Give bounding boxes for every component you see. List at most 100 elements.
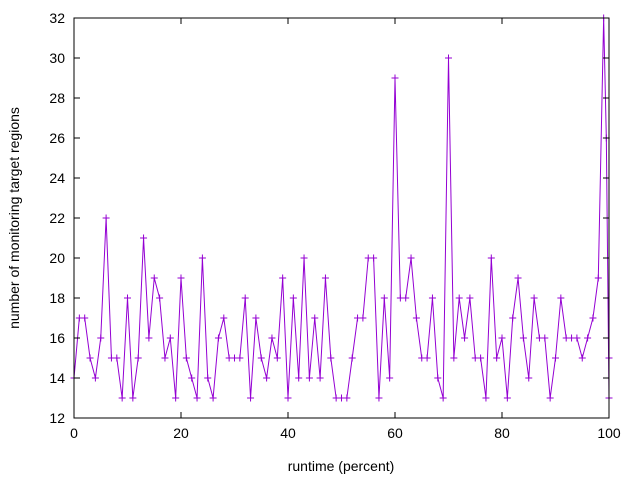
data-point	[509, 314, 517, 322]
y-tick-label: 26	[49, 130, 65, 146]
data-point	[348, 354, 356, 362]
data-point	[375, 394, 383, 402]
data-point	[439, 394, 447, 402]
data-point	[257, 354, 265, 362]
data-point	[370, 254, 378, 262]
data-point	[102, 214, 110, 222]
data-point	[113, 354, 121, 362]
data-point	[493, 354, 501, 362]
y-tick-label: 30	[49, 50, 65, 66]
data-point	[118, 394, 126, 402]
data-point	[530, 294, 538, 302]
data-point	[546, 394, 554, 402]
data-point	[525, 374, 533, 382]
data-point	[129, 394, 137, 402]
data-point	[204, 374, 212, 382]
data-point	[477, 354, 485, 362]
data-point	[209, 394, 217, 402]
data-point	[220, 314, 228, 322]
data-point	[487, 254, 495, 262]
data-point	[198, 254, 206, 262]
data-point	[161, 354, 169, 362]
data-point	[177, 274, 185, 282]
data-point	[140, 234, 148, 242]
data-point	[552, 354, 559, 362]
data-point	[172, 394, 180, 402]
x-tick-label: 0	[70, 425, 78, 441]
data-point	[273, 354, 281, 362]
data-point	[594, 274, 602, 282]
data-point	[455, 294, 463, 302]
data-point	[311, 314, 319, 322]
x-tick-label: 80	[494, 425, 510, 441]
data-point	[445, 54, 452, 62]
data-point	[86, 354, 94, 362]
data-point	[268, 334, 276, 342]
data-point	[97, 334, 105, 342]
data-point	[343, 394, 351, 402]
data-point	[402, 294, 410, 302]
data-point	[514, 274, 522, 282]
data-point	[450, 354, 458, 362]
data-point	[434, 374, 442, 382]
data-point	[412, 314, 420, 322]
data-point	[91, 374, 99, 382]
data-point	[252, 314, 260, 322]
data-point	[134, 354, 142, 362]
x-tick-label: 20	[173, 425, 189, 441]
data-point	[81, 314, 89, 322]
data-point	[241, 294, 249, 302]
y-tick-label: 24	[49, 170, 65, 186]
data-point	[236, 354, 244, 362]
y-tick-label: 22	[49, 210, 65, 226]
data-point	[498, 334, 506, 342]
data-point	[182, 354, 190, 362]
data-point	[321, 274, 329, 282]
data-point	[386, 374, 394, 382]
data-point	[589, 314, 597, 322]
y-tick-label: 12	[49, 410, 65, 426]
data-point	[188, 374, 196, 382]
y-tick-label: 16	[49, 330, 65, 346]
data-point	[247, 394, 255, 402]
y-tick-label: 32	[49, 10, 65, 26]
data-point	[305, 374, 313, 382]
data-point	[284, 394, 292, 402]
x-tick-label: 60	[387, 425, 403, 441]
y-axis-label: number of monitoring target regions	[6, 107, 22, 329]
data-point	[150, 274, 158, 282]
data-point	[289, 294, 297, 302]
data-point	[503, 394, 511, 402]
data-point	[541, 334, 549, 342]
data-point	[428, 294, 436, 302]
data-point	[359, 314, 367, 322]
data-point	[327, 354, 335, 362]
x-tick-label: 100	[597, 425, 621, 441]
data-point	[214, 334, 222, 342]
data-point	[584, 334, 592, 342]
y-tick-label: 28	[49, 90, 65, 106]
data-point	[279, 274, 287, 282]
data-point	[391, 74, 399, 82]
data-point	[124, 294, 131, 302]
data-point	[193, 394, 201, 402]
series-layer	[70, 14, 613, 402]
data-point	[519, 334, 527, 342]
data-point	[578, 354, 586, 362]
data-point	[316, 374, 324, 382]
data-point	[573, 334, 581, 342]
data-point	[423, 354, 431, 362]
data-point	[482, 394, 490, 402]
data-point	[263, 374, 271, 382]
y-tick-label: 18	[49, 290, 65, 306]
data-point	[166, 334, 174, 342]
tick-layer: 0 20 40 60 80 100 12 14 16 18 20 22 24 26 28 30 32	[49, 10, 620, 441]
data-point	[295, 374, 303, 382]
data-point	[461, 334, 469, 342]
data-point	[145, 334, 153, 342]
x-axis-label: runtime (percent)	[288, 458, 395, 474]
y-tick-label: 14	[49, 370, 65, 386]
